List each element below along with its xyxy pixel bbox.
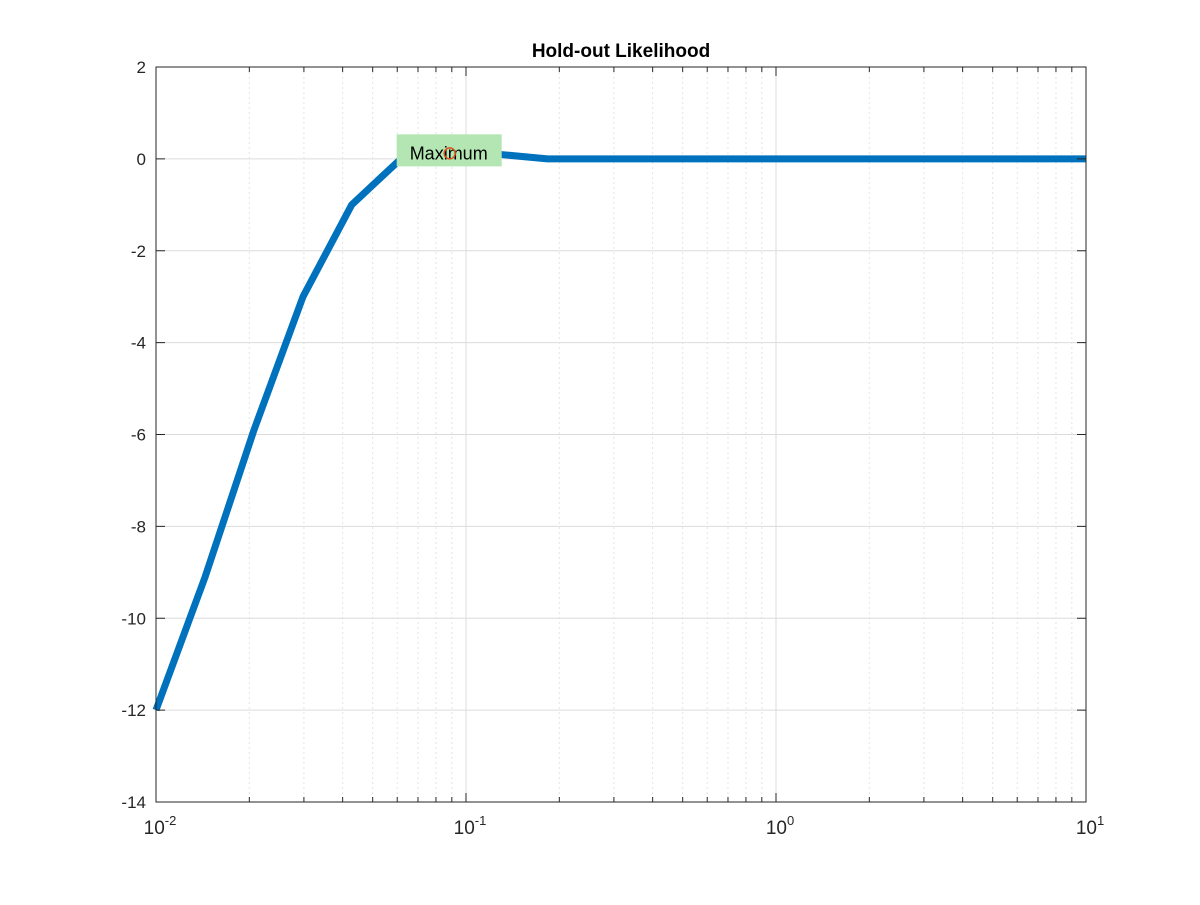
y-tick-label: 0 — [137, 150, 146, 169]
tick-labels: 10-2 10-1 100 101 2 0 -2 -4 -6 -8 -10 -12 -14 — [121, 58, 1104, 839]
annotation-box — [396, 134, 502, 167]
y-tick-label: -6 — [131, 426, 146, 445]
y-tick-label: 2 — [137, 58, 146, 77]
annotation: Maximum — [396, 134, 502, 167]
x-tick-label: 10-1 — [454, 813, 487, 839]
y-tick-label: -4 — [131, 334, 146, 353]
y-tick-label: -14 — [121, 793, 146, 812]
maximum-marker — [443, 147, 456, 160]
x-tick-label: 101 — [1076, 813, 1104, 839]
series-line — [152, 149, 1086, 712]
annotation-label: Maximum — [410, 143, 488, 163]
ticks — [155, 66, 1087, 803]
y-tick-label: -10 — [121, 609, 146, 628]
y-tick-label: -2 — [131, 242, 146, 261]
y-tick-label: -8 — [131, 517, 146, 536]
chart-title: Hold-out Likelihood — [532, 41, 710, 62]
x-tick-label: 10-2 — [144, 813, 177, 839]
grid — [155, 66, 1087, 803]
y-tick-label: -12 — [121, 701, 146, 720]
data-series — [152, 149, 1086, 712]
x-tick-label: 100 — [766, 813, 794, 839]
